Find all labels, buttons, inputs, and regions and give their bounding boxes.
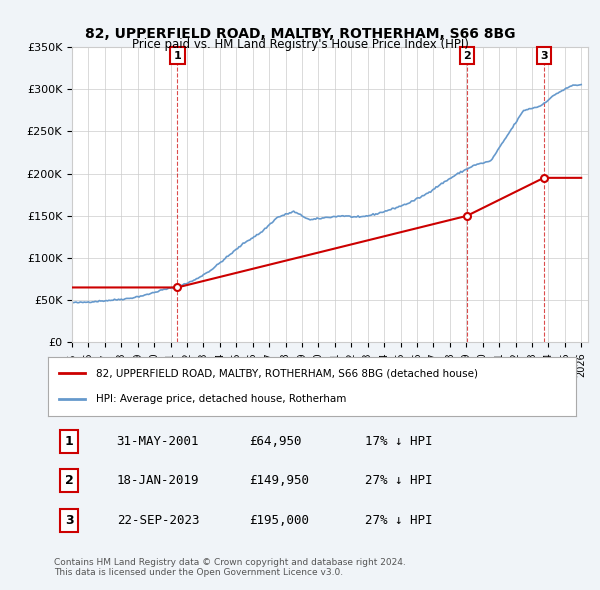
Text: 1: 1 xyxy=(65,435,73,448)
Text: 27% ↓ HPI: 27% ↓ HPI xyxy=(365,514,432,527)
Text: 31-MAY-2001: 31-MAY-2001 xyxy=(116,435,199,448)
Text: 82, UPPERFIELD ROAD, MALTBY, ROTHERHAM, S66 8BG: 82, UPPERFIELD ROAD, MALTBY, ROTHERHAM, … xyxy=(85,27,515,41)
Text: 1: 1 xyxy=(173,51,181,61)
Text: £149,950: £149,950 xyxy=(248,474,308,487)
Text: 3: 3 xyxy=(65,514,73,527)
Text: 17% ↓ HPI: 17% ↓ HPI xyxy=(365,435,432,448)
Text: 82, UPPERFIELD ROAD, MALTBY, ROTHERHAM, S66 8BG (detached house): 82, UPPERFIELD ROAD, MALTBY, ROTHERHAM, … xyxy=(95,369,478,378)
Text: 3: 3 xyxy=(540,51,548,61)
Text: 22-SEP-2023: 22-SEP-2023 xyxy=(116,514,199,527)
Text: £195,000: £195,000 xyxy=(248,514,308,527)
Text: Price paid vs. HM Land Registry's House Price Index (HPI): Price paid vs. HM Land Registry's House … xyxy=(131,38,469,51)
Text: 27% ↓ HPI: 27% ↓ HPI xyxy=(365,474,432,487)
Text: 18-JAN-2019: 18-JAN-2019 xyxy=(116,474,199,487)
Text: 2: 2 xyxy=(65,474,73,487)
Text: HPI: Average price, detached house, Rotherham: HPI: Average price, detached house, Roth… xyxy=(95,395,346,404)
Text: £64,950: £64,950 xyxy=(248,435,301,448)
Text: Contains HM Land Registry data © Crown copyright and database right 2024.
This d: Contains HM Land Registry data © Crown c… xyxy=(54,558,406,577)
Text: 2: 2 xyxy=(463,51,471,61)
